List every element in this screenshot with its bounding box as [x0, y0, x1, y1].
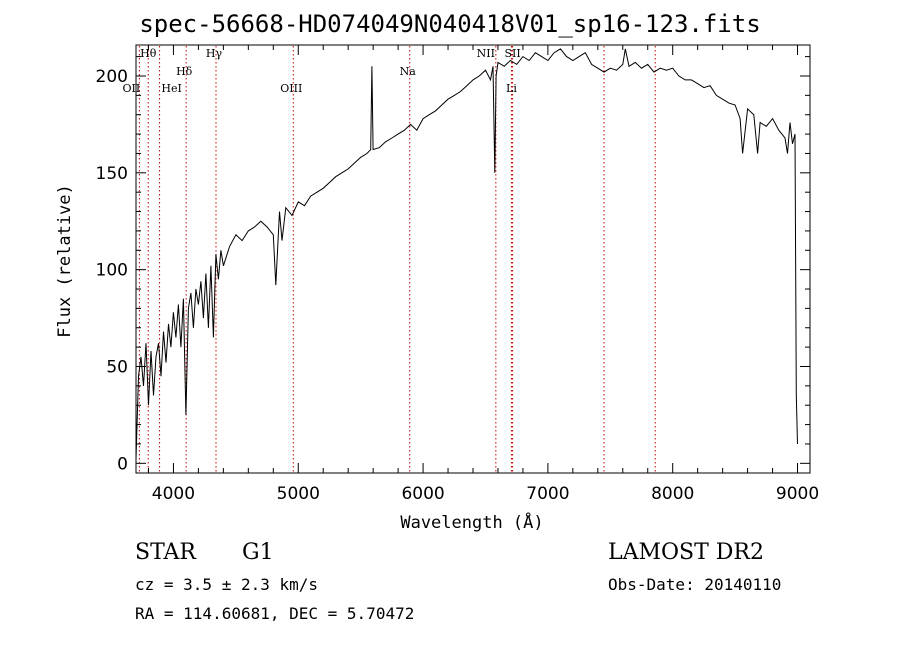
y-axis-label: Flux (relative) [55, 184, 75, 338]
survey-name: LAMOST DR2 [608, 540, 764, 565]
marker-label-7: NII [477, 47, 495, 60]
x-tick-label-7000: 7000 [526, 484, 569, 504]
marker-labels: Hθ OII HeI Hδ Hγ OIII Na NII SII Li [123, 47, 521, 95]
tick-labels: 4000 5000 6000 7000 8000 9000 0 50 100 150 200 [96, 67, 820, 504]
y-tick-label-100: 100 [96, 261, 128, 281]
axis-ticks [136, 45, 810, 473]
marker-label-8: SII [504, 47, 520, 60]
plot-frame [135, 44, 811, 474]
x-axis-label: Wavelength (Å) [400, 511, 543, 533]
marker-label-2: HeI [161, 82, 181, 95]
y-tick-label-150: 150 [96, 164, 128, 184]
marker-label-0: Hθ [140, 47, 157, 60]
y-tick-label-50: 50 [106, 357, 128, 377]
chart-title: spec-56668-HD074049N040418V01_sp16-123.f… [139, 10, 761, 38]
coordinates: RA = 114.60681, DEC = 5.70472 [135, 604, 415, 623]
marker-label-6: Na [400, 65, 417, 78]
object-subclass: G1 [242, 540, 274, 565]
y-tick-label-0: 0 [117, 454, 128, 474]
marker-label-3: Hδ [176, 65, 193, 78]
marker-label-1: OII [123, 82, 141, 95]
obs-date: Obs-Date: 20140110 [608, 575, 782, 594]
line-markers [138, 46, 656, 472]
object-class: STAR [135, 540, 196, 565]
marker-label-4: Hγ [206, 47, 223, 60]
x-tick-label-6000: 6000 [401, 484, 444, 504]
x-tick-label-4000: 4000 [152, 484, 195, 504]
redshift-cz: cz = 3.5 ± 2.3 km/s [135, 575, 319, 594]
x-tick-label-9000: 9000 [776, 484, 819, 504]
marker-label-5: OIII [280, 82, 302, 95]
marker-label-9: Li [506, 82, 517, 95]
x-tick-label-5000: 5000 [277, 484, 320, 504]
y-tick-label-200: 200 [96, 67, 128, 87]
spectrum-line [135, 48, 798, 460]
x-tick-label-8000: 8000 [651, 484, 694, 504]
